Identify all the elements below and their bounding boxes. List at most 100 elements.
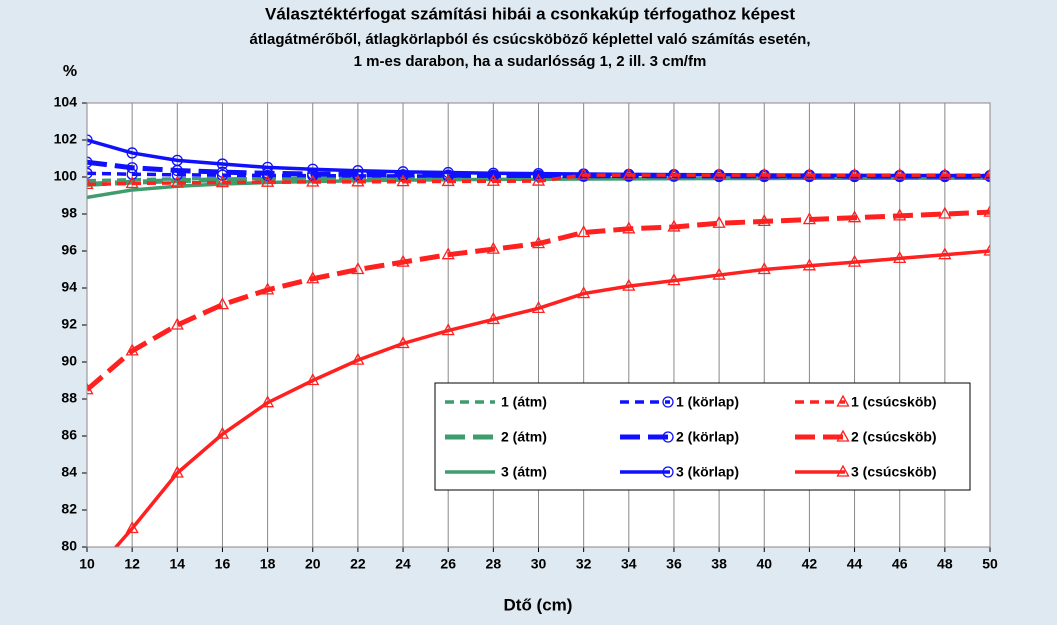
marker [667, 219, 681, 232]
marker [893, 208, 907, 221]
legend-label: 1 (csúcsköb) [851, 394, 937, 410]
legend-label: 1 (átm) [501, 394, 547, 410]
legend-label: 1 (körlap) [676, 394, 739, 410]
marker [486, 173, 500, 186]
marker [531, 173, 546, 186]
marker [261, 174, 275, 187]
marker [712, 215, 726, 228]
marker [216, 158, 229, 170]
x-tick-label: 22 [350, 556, 366, 572]
x-tick-label: 24 [395, 556, 411, 572]
marker [712, 167, 726, 180]
marker [396, 254, 410, 267]
marker [126, 147, 138, 159]
y-tick-label: 90 [61, 353, 77, 369]
marker [893, 167, 907, 180]
series-line [87, 209, 990, 392]
legend-label: 3 (körlap) [676, 464, 739, 480]
y-tick-label: 82 [61, 501, 77, 517]
marker [396, 174, 410, 187]
marker [622, 167, 636, 180]
x-tick-label: 20 [305, 556, 321, 572]
x-tick-label: 18 [260, 556, 276, 572]
marker [87, 134, 93, 146]
x-tick-label: 50 [982, 556, 998, 572]
legend-label: 3 (átm) [501, 464, 547, 480]
marker [847, 167, 862, 180]
x-tick-label: 12 [124, 556, 140, 572]
series-layer [87, 134, 990, 547]
marker [836, 429, 850, 442]
marker [983, 243, 990, 256]
marker [87, 177, 94, 190]
marker [170, 175, 184, 188]
marker [351, 174, 365, 187]
marker [532, 168, 545, 180]
marker [757, 214, 771, 227]
marker [487, 167, 500, 179]
marker [215, 175, 230, 188]
marker [622, 278, 636, 291]
y-tick-label: 92 [61, 316, 77, 332]
x-tick-label: 42 [802, 556, 818, 572]
x-tick-label: 10 [79, 556, 95, 572]
marker [662, 431, 674, 443]
x-tick-label: 28 [486, 556, 502, 572]
x-tick-label: 46 [892, 556, 908, 572]
marker [125, 521, 139, 534]
marker [938, 206, 952, 219]
marker [757, 262, 771, 275]
marker [87, 167, 93, 179]
marker [126, 162, 138, 174]
marker [712, 267, 726, 280]
marker [622, 221, 636, 234]
marker [577, 167, 591, 180]
marker [261, 395, 275, 408]
x-tick-label: 38 [711, 556, 727, 572]
series-line [87, 173, 990, 187]
marker [531, 301, 546, 313]
y-tick-label: 86 [61, 427, 77, 443]
marker [802, 258, 816, 271]
y-tick-label: 98 [61, 205, 77, 221]
marker [170, 317, 184, 330]
marker [531, 236, 546, 249]
legend-label: 2 (csúcsköb) [851, 429, 937, 445]
marker [171, 154, 183, 167]
marker [307, 163, 319, 175]
x-tick-label: 30 [531, 556, 547, 572]
marker [306, 373, 320, 386]
marker [847, 210, 862, 223]
x-tick-label: 32 [576, 556, 592, 572]
y-tick-label: 80 [61, 538, 77, 554]
y-tick-label: 84 [61, 464, 77, 480]
marker [397, 169, 409, 181]
marker [983, 167, 990, 180]
x-tick-label: 14 [170, 556, 186, 572]
marker [216, 169, 229, 181]
marker [757, 167, 771, 180]
marker [836, 394, 850, 407]
marker [125, 343, 139, 356]
marker [215, 426, 230, 439]
marker [984, 170, 990, 182]
legend-box [434, 382, 971, 491]
legend-label: 2 (körlap) [676, 429, 739, 445]
marker [441, 323, 455, 336]
marker [442, 166, 454, 179]
marker [802, 167, 816, 180]
legend-label: 3 (csúcsköb) [851, 464, 937, 480]
x-tick-label: 16 [215, 556, 231, 572]
y-tick-label: 96 [61, 242, 77, 258]
marker [125, 176, 139, 189]
x-tick-label: 26 [440, 556, 456, 572]
marker [215, 297, 230, 310]
chart-subtitle: 1 m-es darabon, ha a sudarlósság 1, 2 il… [354, 53, 707, 70]
marker [667, 273, 681, 286]
marker [836, 464, 850, 477]
marker [261, 161, 274, 174]
x-tick-label: 40 [756, 556, 772, 572]
y-tick-label: 94 [61, 279, 77, 295]
marker [261, 282, 275, 295]
